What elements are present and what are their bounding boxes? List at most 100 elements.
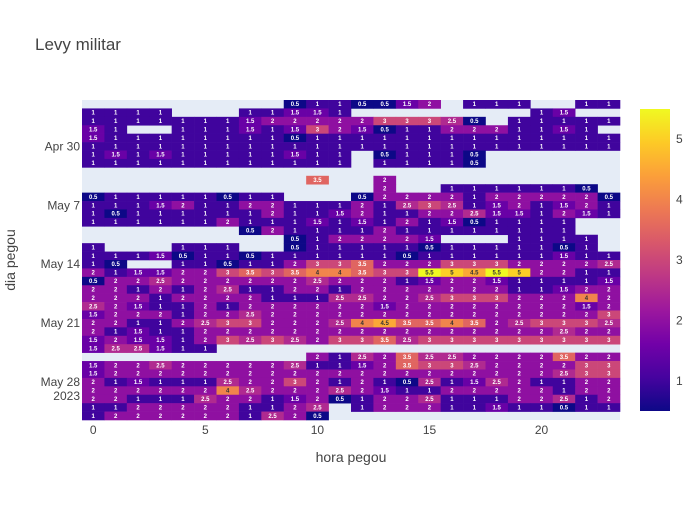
cell-label: 2: [204, 389, 208, 395]
x-tick-label: 10: [311, 423, 325, 437]
cell-label: 0.5: [560, 405, 569, 411]
cell-label: 2: [585, 389, 589, 395]
cell-label: 3: [540, 321, 544, 327]
heatmap-cell: [238, 293, 262, 303]
heatmap-cell: [283, 150, 307, 160]
heatmap-cell: [440, 243, 464, 252]
heatmap-cell: [440, 116, 464, 126]
cell-label: 1.5: [313, 220, 322, 226]
cell-label: 1: [159, 220, 163, 226]
heatmap-cell: [373, 201, 397, 210]
cell-label: 0.5: [605, 195, 614, 201]
cell-label: 2: [383, 186, 387, 192]
heatmap-cell: [306, 108, 329, 118]
cell-label: 2: [383, 397, 387, 403]
heatmap-cell: [261, 411, 285, 421]
cell-label: 2: [517, 363, 521, 369]
heatmap-cell: [306, 335, 329, 345]
heatmap-cell: [149, 142, 172, 151]
cell-label: 2.5: [358, 355, 367, 361]
heatmap-cell: [552, 276, 576, 286]
cell-label: 1: [181, 313, 185, 319]
cell-label: 1: [114, 119, 118, 125]
heatmap-cell: [373, 125, 397, 134]
heatmap-cell: [82, 150, 105, 160]
heatmap-cell: [463, 327, 486, 337]
heatmap-cell: [194, 394, 217, 404]
heatmap-cell: [418, 369, 441, 379]
heatmap-cell: [530, 335, 554, 345]
heatmap-cell: [104, 344, 128, 353]
cell-label: 1: [383, 203, 387, 209]
heatmap-cell: [149, 251, 172, 261]
cell-label: 1.5: [582, 212, 591, 218]
heatmap-cell: [104, 394, 128, 404]
cell-label: 1: [495, 186, 499, 192]
cell-label: 1: [585, 144, 589, 150]
cell-label: 1: [181, 346, 185, 352]
cell-label: 2: [204, 338, 208, 344]
heatmap-cell: [351, 327, 374, 337]
cell-label: 2.5: [425, 380, 434, 386]
cell-label: 1: [159, 136, 163, 142]
heatmap-cell: [418, 142, 441, 151]
cell-label: 0.5: [470, 153, 479, 159]
heatmap-cell: [82, 285, 105, 294]
cell-label: 1: [338, 363, 342, 369]
heatmap-cell: [171, 285, 195, 294]
heatmap-cell: [530, 116, 554, 126]
heatmap-cell: [395, 226, 419, 236]
heatmap-cell: [194, 369, 217, 379]
cell-label: 2: [473, 287, 477, 293]
heatmap-cell: [552, 285, 576, 294]
cell-label: 2.5: [224, 380, 233, 386]
heatmap-cell: [440, 369, 464, 379]
heatmap-cell: [485, 201, 509, 210]
cell-label: 1: [517, 229, 521, 235]
cell-label: 2: [540, 304, 544, 310]
heatmap-cell: [126, 327, 150, 337]
cell-label: 3: [316, 262, 320, 268]
heatmap-cell: [104, 361, 128, 370]
heatmap-cell: [328, 209, 352, 219]
heatmap-cell: [575, 352, 598, 362]
heatmap-cell: [597, 335, 621, 345]
heatmap-cell: [351, 209, 374, 219]
heatmap-cell: [238, 403, 262, 412]
heatmap-cell: [261, 285, 285, 294]
heatmap-cell: [149, 411, 172, 421]
heatmap-cell: [126, 394, 150, 404]
cell-label: 2: [316, 355, 320, 361]
heatmap-cell: [485, 302, 509, 311]
heatmap-cell: [306, 285, 329, 294]
heatmap-cell: [238, 411, 262, 421]
cell-label: 1: [473, 136, 477, 142]
heatmap-cell: [463, 192, 486, 202]
heatmap-cell: [171, 192, 195, 202]
cell-label: 2: [585, 380, 589, 386]
cell-label: 2: [248, 330, 252, 336]
x-tick-label: 20: [535, 423, 549, 437]
cell-label: 2: [405, 195, 409, 201]
heatmap-cell: [440, 377, 464, 387]
cell-label: 3.5: [403, 355, 412, 361]
cell-label: 2.5: [134, 346, 143, 352]
cell-label: 1: [114, 203, 118, 209]
heatmap-cell: [575, 276, 598, 286]
cell-label: 1: [495, 144, 499, 150]
cell-label: 1: [271, 296, 275, 302]
heatmap-cell: [373, 184, 397, 193]
heatmap-cell: [418, 310, 441, 320]
heatmap-cell: [171, 377, 195, 387]
heatmap-cell: [463, 394, 486, 404]
heatmap-cell: [530, 260, 554, 269]
heatmap-cell: [328, 243, 352, 252]
cell-label: 1: [562, 119, 566, 125]
cell-label: 2: [114, 363, 118, 369]
heatmap-cell: [440, 403, 464, 412]
heatmap-cell: [395, 285, 419, 294]
heatmap-cell: [373, 293, 397, 303]
heatmap-cell: [552, 293, 576, 303]
heatmap-cell: [440, 386, 464, 396]
heatmap-cell: [306, 268, 329, 278]
